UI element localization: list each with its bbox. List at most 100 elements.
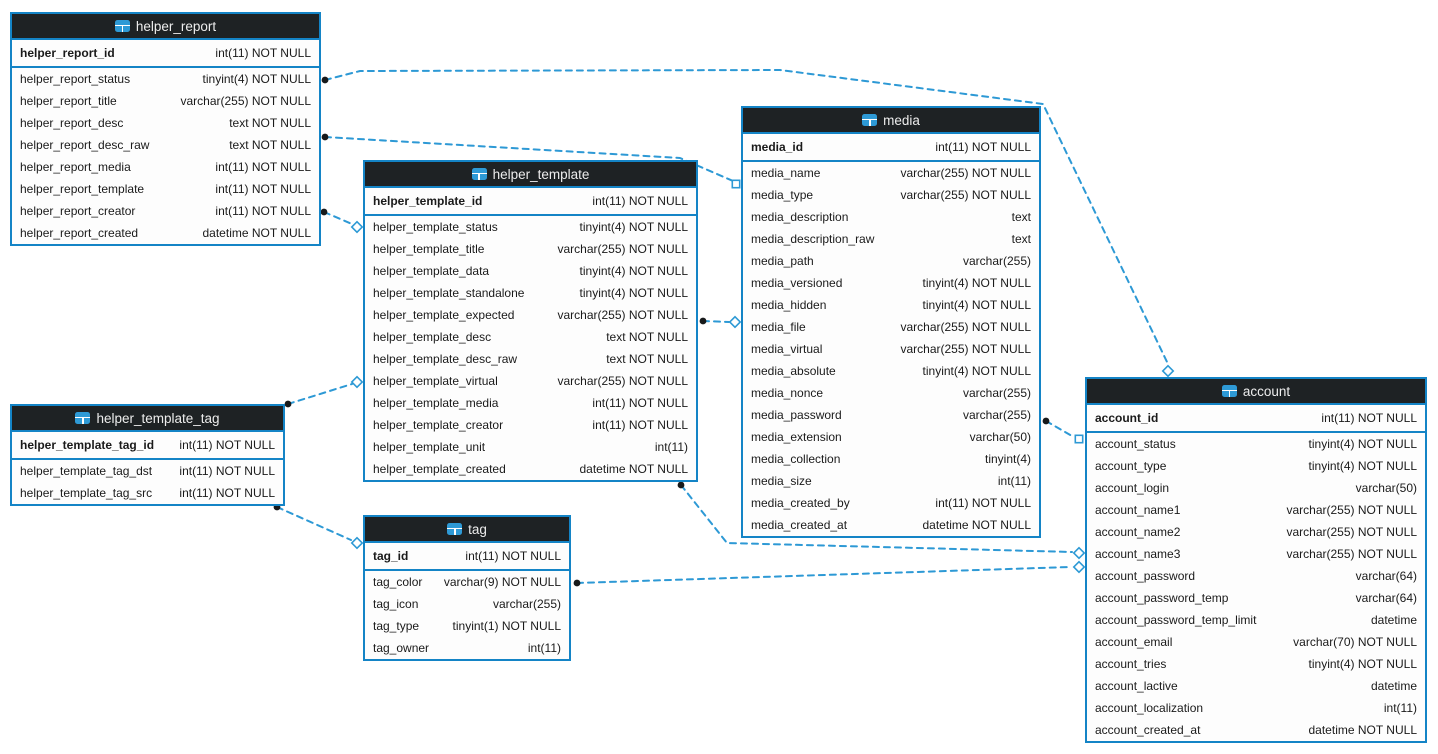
column-row-helper_template_status[interactable]: helper_template_status tinyint(4) NOT NUL… [365,216,696,238]
table-account[interactable]: account account_id int(11) NOT NULL account… [1085,377,1427,743]
relationship-line[interactable] [324,69,1169,365]
relationship-tag-to-account[interactable] [573,560,1086,587]
column-row-helper_report_template[interactable]: helper_report_template int(11) NOT NULL [12,178,319,200]
relationship-line[interactable] [1045,420,1073,437]
column-row-media_file[interactable]: media_file varchar(255) NOT NULL [743,316,1039,338]
column-type: int(11) [1383,701,1417,715]
relationship-helper_template-to-media[interactable] [699,315,742,329]
column-row-media_created_at[interactable]: media_created_at datetime NOT NULL [743,514,1039,536]
column-row-helper_report_media[interactable]: helper_report_media int(11) NOT NULL [12,156,319,178]
column-row-account_created_at[interactable]: account_created_at datetime NOT NULL [1087,719,1425,741]
column-row-tag_icon[interactable]: tag_icon varchar(255) [365,593,569,615]
column-row-media_size[interactable]: media_size int(11) [743,470,1039,492]
relationship-line[interactable] [323,211,353,225]
column-row-account_type[interactable]: account_type tinyint(4) NOT NULL [1087,455,1425,477]
column-row-helper_template_unit[interactable]: helper_template_unit int(11) [365,436,696,458]
table-header-tag[interactable]: tag [365,517,569,543]
column-row-media_absolute[interactable]: media_absolute tinyint(4) NOT NULL [743,360,1039,382]
relationship-helper_template-to-account[interactable] [677,481,1086,560]
column-row-helper_template_data[interactable]: helper_template_data tinyint(4) NOT NULL [365,260,696,282]
column-row-media_name[interactable]: media_name varchar(255) NOT NULL [743,162,1039,184]
primary-key-row-media_id[interactable]: media_id int(11) NOT NULL [743,134,1039,162]
primary-key-row-helper_report_id[interactable]: helper_report_id int(11) NOT NULL [12,40,319,68]
column-row-helper_template_creator[interactable]: helper_template_creator int(11) NOT NULL [365,414,696,436]
relationship-line[interactable] [287,383,353,405]
column-row-account_name3[interactable]: account_name3 varchar(255) NOT NULL [1087,543,1425,565]
column-row-account_tries[interactable]: account_tries tinyint(4) NOT NULL [1087,653,1425,675]
column-row-account_lactive[interactable]: account_lactive datetime [1087,675,1425,697]
relationship-line[interactable] [324,136,734,182]
column-row-helper_report_status[interactable]: helper_report_status tinyint(4) NOT NULL [12,68,319,90]
primary-key-row-account_id[interactable]: account_id int(11) NOT NULL [1087,405,1425,433]
column-row-helper_report_title[interactable]: helper_report_title varchar(255) NOT NULL [12,90,319,112]
column-name: helper_template_unit [373,440,486,454]
column-row-tag_color[interactable]: tag_color varchar(9) NOT NULL [365,571,569,593]
relationship-helper_report-to-helper_template[interactable] [320,208,364,234]
column-row-tag_type[interactable]: tag_type tinyint(1) NOT NULL [365,615,569,637]
column-row-helper_template_desc_raw[interactable]: helper_template_desc_raw text NOT NULL [365,348,696,370]
column-row-media_path[interactable]: media_path varchar(255) [743,250,1039,272]
column-row-media_virtual[interactable]: media_virtual varchar(255) NOT NULL [743,338,1039,360]
primary-key-row-helper_template_tag_id[interactable]: helper_template_tag_id int(11) NOT NULL [12,432,283,460]
column-row-media_extension[interactable]: media_extension varchar(50) [743,426,1039,448]
table-columns: helper_template_status tinyint(4) NOT NUL… [365,216,696,480]
column-row-helper_template_standalone[interactable]: helper_template_standalone tinyint(4) NOT… [365,282,696,304]
column-row-media_nonce[interactable]: media_nonce varchar(255) [743,382,1039,404]
column-row-helper_report_desc_raw[interactable]: helper_report_desc_raw text NOT NULL [12,134,319,156]
table-grid-icon [1221,385,1237,397]
column-row-helper_template_desc[interactable]: helper_template_desc text NOT NULL [365,326,696,348]
primary-key-row-tag_id[interactable]: tag_id int(11) NOT NULL [365,543,569,571]
relationship-helper_template_tag-to-tag[interactable] [273,503,364,550]
column-row-media_collection[interactable]: media_collection tinyint(4) [743,448,1039,470]
column-row-account_localization[interactable]: account_localization int(11) [1087,697,1425,719]
relationship-helper_template_tag-to-helper_template[interactable] [284,375,364,408]
column-row-helper_template_created[interactable]: helper_template_created datetime NOT NULL [365,458,696,480]
column-row-helper_template_tag_src[interactable]: helper_template_tag_src int(11) NOT NULL [12,482,283,504]
column-type: int(11) NOT NULL [215,46,311,60]
column-row-helper_template_media[interactable]: helper_template_media int(11) NOT NULL [365,392,696,414]
table-helper_template_tag[interactable]: helper_template_tag helper_template_tag_i… [10,404,285,506]
column-row-media_versioned[interactable]: media_versioned tinyint(4) NOT NULL [743,272,1039,294]
primary-key-row-helper_template_id[interactable]: helper_template_id int(11) NOT NULL [365,188,696,216]
column-row-helper_template_tag_dst[interactable]: helper_template_tag_dst int(11) NOT NULL [12,460,283,482]
column-row-account_password_temp_limit[interactable]: account_password_temp_limit datetime [1087,609,1425,631]
column-row-media_created_by[interactable]: media_created_by int(11) NOT NULL [743,492,1039,514]
column-row-media_type[interactable]: media_type varchar(255) NOT NULL [743,184,1039,206]
column-type: varchar(255) NOT NULL [900,188,1032,202]
relationship-line[interactable] [702,320,730,323]
column-row-media_description_raw[interactable]: media_description_raw text [743,228,1039,250]
column-row-tag_owner[interactable]: tag_owner int(11) [365,637,569,659]
table-media[interactable]: media media_id int(11) NOT NULL media_name v… [741,106,1041,538]
table-helper_template[interactable]: helper_template helper_template_id int(11)… [363,160,698,482]
relationship-line[interactable] [276,506,352,541]
column-row-account_password[interactable]: account_password varchar(64) [1087,565,1425,587]
relationship-helper_report-to-media[interactable] [321,133,741,189]
column-row-account_name1[interactable]: account_name1 varchar(255) NOT NULL [1087,499,1425,521]
column-row-account_status[interactable]: account_status tinyint(4) NOT NULL [1087,433,1425,455]
column-row-media_description[interactable]: media_description text [743,206,1039,228]
table-header-helper_template[interactable]: helper_template [365,162,696,188]
column-row-media_hidden[interactable]: media_hidden tinyint(4) NOT NULL [743,294,1039,316]
column-row-account_name2[interactable]: account_name2 varchar(255) NOT NULL [1087,521,1425,543]
column-row-account_login[interactable]: account_login varchar(50) [1087,477,1425,499]
column-row-media_password[interactable]: media_password varchar(255) [743,404,1039,426]
column-row-helper_report_desc[interactable]: helper_report_desc text NOT NULL [12,112,319,134]
relationship-line[interactable] [576,566,1071,584]
column-row-helper_template_expected[interactable]: helper_template_expected varchar(255) NOT… [365,304,696,326]
table-helper_report[interactable]: helper_report helper_report_id int(11) NOT… [10,12,321,246]
table-header-helper_report[interactable]: helper_report [12,14,319,40]
column-row-account_password_temp[interactable]: account_password_temp varchar(64) [1087,587,1425,609]
relationship-helper_report-to-account[interactable] [321,69,1175,378]
column-row-helper_report_created[interactable]: helper_report_created datetime NOT NULL [12,222,319,244]
column-name: account_name3 [1095,547,1181,561]
column-row-helper_template_title[interactable]: helper_template_title varchar(255) NOT NU… [365,238,696,260]
table-header-media[interactable]: media [743,108,1039,134]
column-row-helper_report_creator[interactable]: helper_report_creator int(11) NOT NULL [12,200,319,222]
table-header-account[interactable]: account [1087,379,1425,405]
column-row-account_email[interactable]: account_email varchar(70) NOT NULL [1087,631,1425,653]
column-row-helper_template_virtual[interactable]: helper_template_virtual varchar(255) NOT … [365,370,696,392]
table-tag[interactable]: tag tag_id int(11) NOT NULL tag_color varcha… [363,515,571,661]
table-header-helper_template_tag[interactable]: helper_template_tag [12,406,283,432]
relationship-media-to-account[interactable] [1042,417,1084,444]
relationship-line[interactable] [680,484,1073,553]
